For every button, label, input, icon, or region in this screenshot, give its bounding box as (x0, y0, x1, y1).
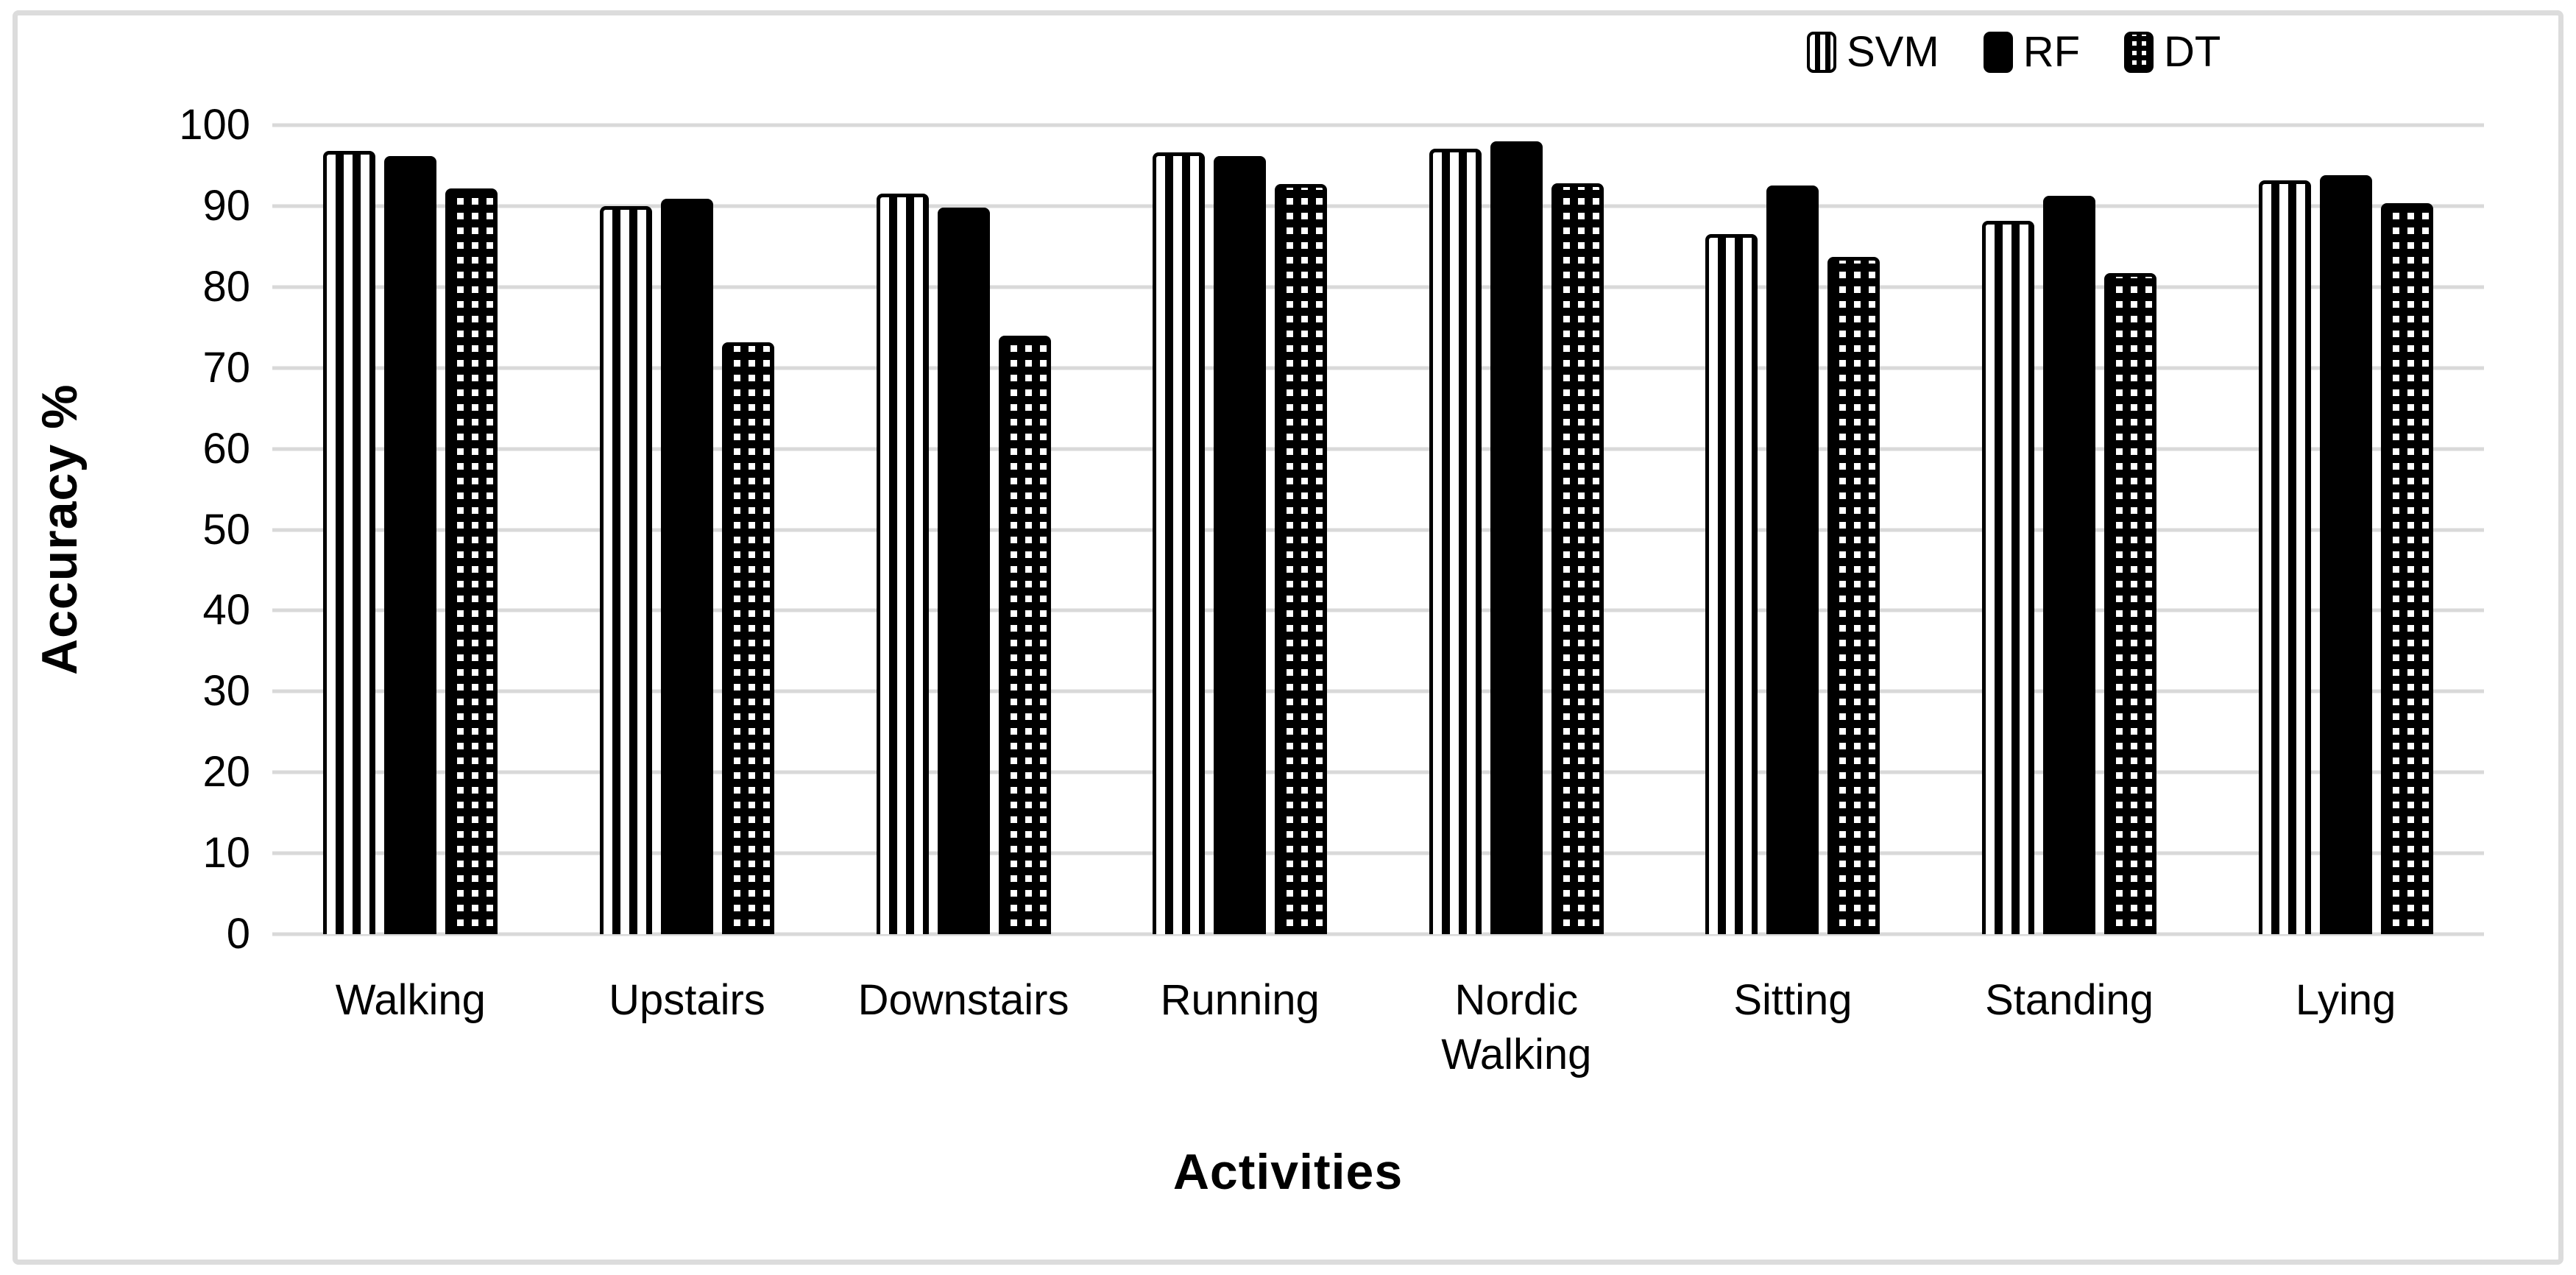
x-category-label-nordic-walking: Nordic Walking (1441, 976, 1592, 1078)
bar-rf-downstairs (937, 208, 990, 934)
bar-group-walking (272, 125, 549, 934)
bar-groups (272, 125, 2484, 934)
legend-label-svm: SVM (1847, 28, 1939, 76)
gridline (272, 204, 2484, 208)
bar-svm-running (1153, 152, 1206, 934)
gridline (272, 770, 2484, 774)
bar-rf-walking (384, 155, 437, 934)
bar-svm-sitting (1705, 234, 1758, 934)
bar-dt-downstairs (998, 335, 1051, 934)
gridline (272, 689, 2484, 693)
bar-rf-upstairs (660, 199, 713, 934)
bar-dt-running (1275, 184, 1328, 934)
gridline (272, 366, 2484, 370)
bar-svm-lying (2258, 180, 2311, 934)
y-tick-label: 20 (202, 748, 250, 797)
bar-group-lying (2207, 125, 2484, 934)
legend-label-dt: DT (2164, 28, 2221, 76)
x-category-label-standing: Standing (1985, 976, 2154, 1024)
y-tick-label: 50 (202, 505, 250, 554)
y-tick-label: 60 (202, 424, 250, 473)
bar-svm-upstairs (599, 205, 652, 934)
bar-dt-walking (445, 188, 498, 934)
x-category-label-sitting: Sitting (1733, 976, 1853, 1024)
gridline (272, 123, 2484, 127)
plot-area (272, 123, 2484, 936)
legend-item-svm: SVM (1807, 29, 1939, 75)
gridline (272, 851, 2484, 855)
x-category-label-upstairs: Upstairs (609, 976, 765, 1024)
y-tick-label: 80 (202, 262, 250, 311)
bar-rf-running (1214, 155, 1267, 934)
x-axis-title: Activities (1172, 1144, 1404, 1200)
bar-dt-upstairs (721, 342, 774, 934)
x-category-label-walking: Walking (335, 976, 486, 1024)
bar-svm-nordic-walking (1429, 148, 1482, 934)
y-tick-label: 0 (226, 910, 250, 958)
gridline (272, 932, 2484, 936)
legend-item-rf: RF (1983, 28, 2081, 76)
bar-svm-downstairs (876, 194, 929, 934)
bar-rf-sitting (1766, 186, 1819, 934)
y-tick-label: 100 (179, 101, 250, 149)
gridline (272, 608, 2484, 612)
bar-dt-standing (2104, 273, 2157, 934)
legend-swatch-svm-icon (1807, 32, 1836, 73)
bar-dt-nordic-walking (1551, 183, 1604, 934)
y-axis-title: Accuracy % (32, 384, 88, 676)
bar-dt-sitting (1827, 257, 1880, 934)
bar-svm-walking (323, 151, 376, 934)
bar-group-standing (1931, 125, 2208, 934)
x-category-label-running: Running (1160, 976, 1320, 1024)
bar-group-downstairs (825, 125, 1102, 934)
bar-rf-nordic-walking (1490, 141, 1543, 934)
x-category-label-lying: Lying (2295, 976, 2396, 1024)
bar-group-upstairs (549, 125, 826, 934)
gridline (272, 447, 2484, 451)
y-tick-label: 10 (202, 829, 250, 877)
gridline (272, 285, 2484, 289)
x-category-label-downstairs: Downstairs (857, 976, 1069, 1024)
y-tick-label: 40 (202, 586, 250, 635)
bar-group-running (1102, 125, 1379, 934)
legend-swatch-dt-icon (2124, 32, 2154, 73)
legend-label-rf: RF (2023, 28, 2081, 76)
bar-group-sitting (1655, 125, 1931, 934)
gridline (272, 528, 2484, 531)
legend-item-dt: DT (2124, 29, 2221, 75)
gridlines (272, 123, 2484, 936)
bar-svm-standing (1982, 220, 2035, 934)
y-tick-label: 70 (202, 343, 250, 392)
legend-swatch-rf-icon (1983, 32, 2013, 73)
bar-rf-lying (2319, 175, 2372, 934)
y-tick-label: 30 (202, 667, 250, 716)
bar-rf-standing (2043, 195, 2096, 934)
bar-group-nordic-walking (1379, 125, 1655, 934)
y-tick-label: 90 (202, 181, 250, 230)
legend: SVM RF DT (1807, 29, 2221, 75)
bar-dt-lying (2380, 202, 2433, 934)
